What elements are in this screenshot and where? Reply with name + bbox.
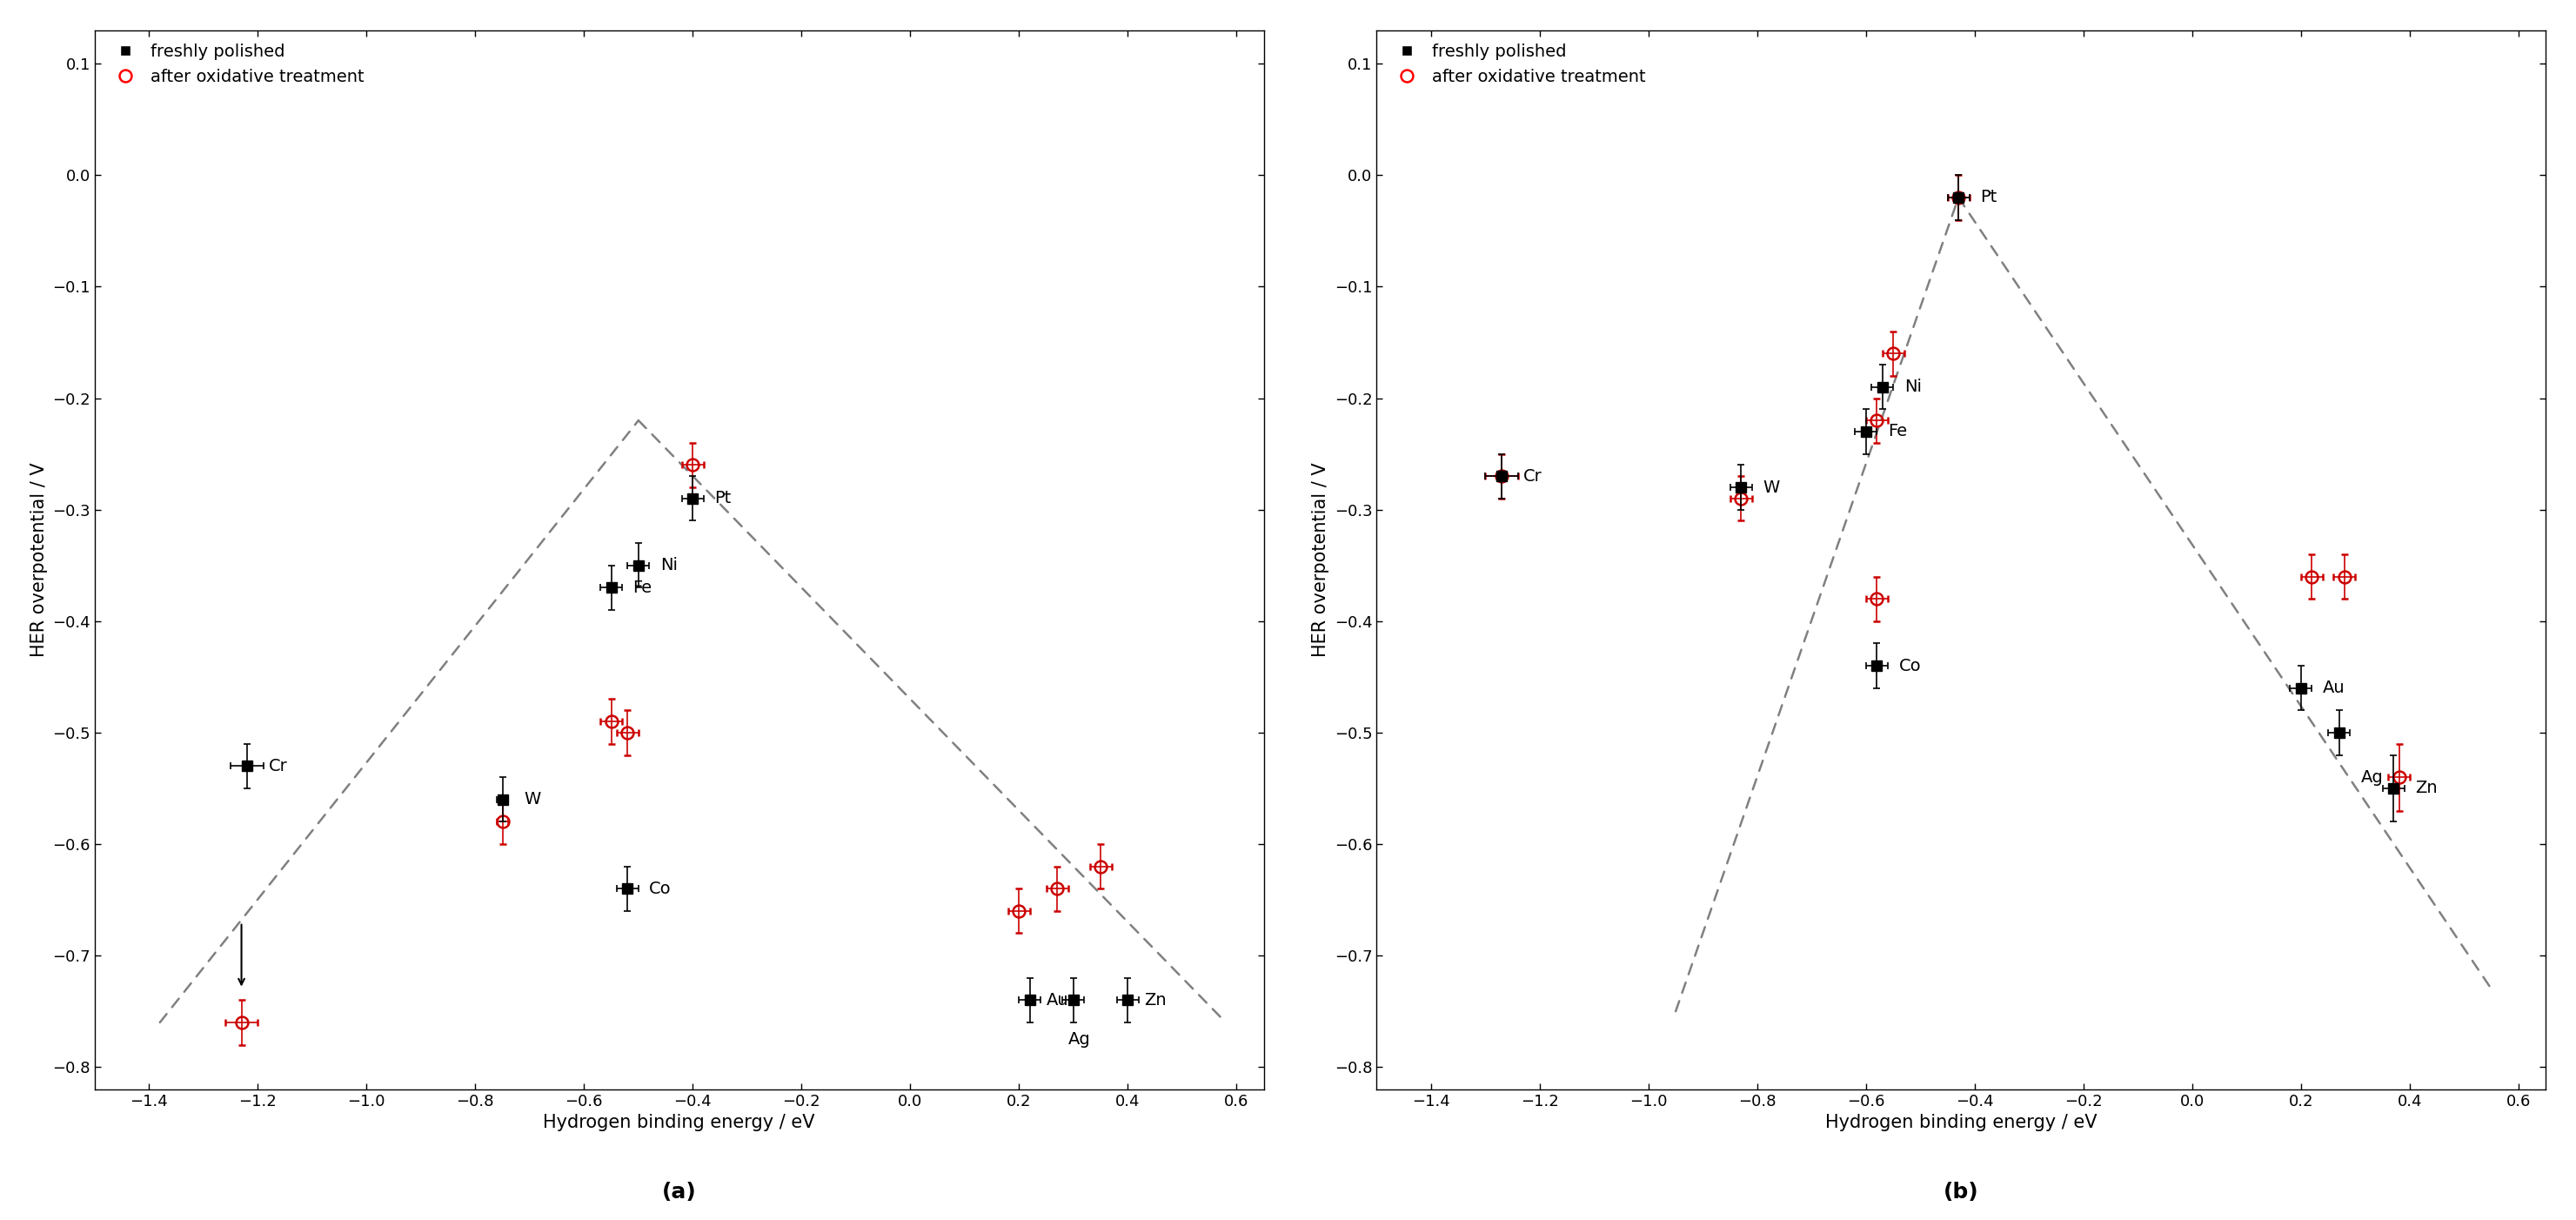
Text: Cr: Cr — [268, 758, 289, 775]
Text: Cr: Cr — [1522, 468, 1543, 484]
Text: Ni: Ni — [1904, 378, 1922, 395]
Legend: freshly polished, after oxidative treatment: freshly polished, after oxidative treatm… — [1386, 39, 1651, 90]
Text: Zn: Zn — [1144, 992, 1167, 1009]
Text: Au: Au — [1046, 992, 1069, 1009]
Text: Au: Au — [2324, 680, 2344, 697]
Title: (a): (a) — [662, 1182, 696, 1203]
Y-axis label: HER overpotential / V: HER overpotential / V — [31, 462, 46, 658]
Text: Fe: Fe — [634, 579, 652, 595]
Text: Ag: Ag — [2360, 769, 2383, 786]
Text: Co: Co — [649, 881, 672, 897]
Text: W: W — [1762, 479, 1780, 495]
Text: Ni: Ni — [659, 558, 677, 573]
Text: Pt: Pt — [1981, 189, 1996, 206]
Text: Ag: Ag — [1069, 1031, 1090, 1048]
Title: (b): (b) — [1942, 1182, 1978, 1203]
Text: W: W — [526, 792, 541, 808]
X-axis label: Hydrogen binding energy / eV: Hydrogen binding energy / eV — [544, 1114, 814, 1131]
Y-axis label: HER overpotential / V: HER overpotential / V — [1311, 462, 1329, 658]
Text: Zn: Zn — [2416, 780, 2437, 797]
Legend: freshly polished, after oxidative treatment: freshly polished, after oxidative treatm… — [103, 39, 368, 90]
Text: Co: Co — [1899, 658, 1922, 673]
Text: Pt: Pt — [714, 490, 732, 506]
Text: Fe: Fe — [1888, 423, 1906, 440]
X-axis label: Hydrogen binding energy / eV: Hydrogen binding energy / eV — [1826, 1114, 2097, 1131]
